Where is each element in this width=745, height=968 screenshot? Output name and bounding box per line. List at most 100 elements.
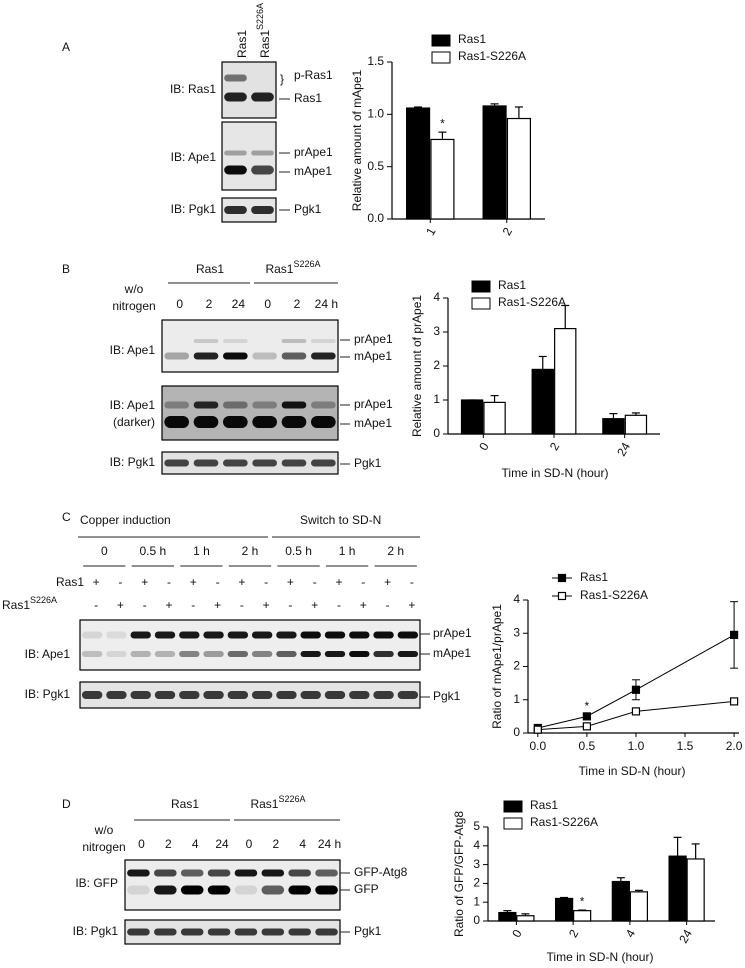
x-tick-label: 4 xyxy=(623,927,639,940)
y-tick-label: 0 xyxy=(473,913,480,927)
band xyxy=(261,885,285,895)
band xyxy=(251,92,274,102)
band xyxy=(300,651,321,657)
band-label: Pgk1 xyxy=(354,456,382,470)
band xyxy=(223,401,248,409)
row-label: Ras1 xyxy=(56,575,84,589)
band xyxy=(251,631,273,639)
band xyxy=(224,165,247,175)
y-tick-label: 0 xyxy=(433,426,440,440)
y-tick-label: 3 xyxy=(513,625,520,639)
y-tick-label: 2 xyxy=(473,876,480,890)
band xyxy=(81,691,103,699)
label-text: Ras1 xyxy=(2,598,30,612)
y-tick-label: 1.0 xyxy=(367,107,384,121)
band xyxy=(154,928,177,936)
label-superscript: S226A xyxy=(278,794,305,804)
lane-label: 0 xyxy=(176,297,183,311)
band xyxy=(251,150,274,156)
group-label: Ras1 xyxy=(171,797,199,811)
sign: + xyxy=(263,598,270,612)
time-label: 2 h xyxy=(387,544,404,558)
bar xyxy=(483,401,506,435)
label-text: Ras1 xyxy=(265,262,293,276)
band xyxy=(276,631,297,639)
error-bar xyxy=(560,896,569,899)
sign: - xyxy=(191,598,195,612)
lane-label: Ras1S226A xyxy=(255,3,272,58)
band xyxy=(227,691,249,699)
group-label: Ras1 xyxy=(196,262,224,276)
band xyxy=(281,352,307,360)
blot xyxy=(221,61,277,119)
x-tick-label: 2 xyxy=(500,225,516,238)
band xyxy=(288,928,311,936)
band xyxy=(261,928,285,936)
legend-label: Ras1 xyxy=(498,278,526,292)
error-bar xyxy=(521,913,530,916)
sign: - xyxy=(216,575,220,589)
label-text: Ras1 xyxy=(258,30,272,58)
label-superscript: S226A xyxy=(30,595,57,605)
blot-label: IB: GFP xyxy=(75,876,118,890)
bar xyxy=(531,368,554,435)
sign: + xyxy=(141,575,148,589)
marker xyxy=(557,573,567,583)
lane-label: Ras1 xyxy=(235,30,249,58)
band xyxy=(180,928,204,936)
band xyxy=(154,869,177,877)
band xyxy=(311,459,336,467)
time-label: 1 h xyxy=(193,544,210,558)
band xyxy=(349,651,370,657)
band xyxy=(203,691,224,699)
band-label: prApe1 xyxy=(433,626,472,640)
legend-swatch xyxy=(431,51,451,64)
band xyxy=(164,401,189,409)
significance: * xyxy=(440,116,445,130)
band xyxy=(106,651,127,657)
band xyxy=(315,869,338,877)
blot-label: IB: Ape1 xyxy=(110,398,156,412)
legend-label: Ras1-S226A xyxy=(458,49,526,63)
band xyxy=(397,651,419,657)
error-bar xyxy=(538,355,547,370)
lane-label: 0 xyxy=(138,837,145,851)
band xyxy=(193,401,219,409)
y-tick-label: 1 xyxy=(513,692,520,706)
label-text: Ras1 xyxy=(171,797,199,811)
x-tick-label: 0.0 xyxy=(529,739,546,753)
band-label: prApe1 xyxy=(354,397,393,411)
header-label: Switch to SD-N xyxy=(300,513,381,527)
band xyxy=(193,416,219,428)
band-label: prApe1 xyxy=(354,332,393,346)
x-tick-label: 24 xyxy=(614,440,633,459)
time-label: 0 xyxy=(101,544,108,558)
band xyxy=(281,339,307,343)
bar xyxy=(554,897,574,922)
band xyxy=(288,885,311,895)
band xyxy=(130,691,151,699)
band xyxy=(251,165,274,175)
bar xyxy=(506,117,531,220)
legend-label: Ras1 xyxy=(530,798,558,812)
bar xyxy=(482,105,507,220)
band xyxy=(373,691,394,699)
band xyxy=(130,631,151,639)
condition-label: w/o xyxy=(124,282,144,296)
band xyxy=(223,352,248,360)
legend-swatch xyxy=(503,800,523,813)
band-label: Pgk1 xyxy=(294,202,322,216)
brace: } xyxy=(280,72,284,86)
sign: + xyxy=(384,575,391,589)
band xyxy=(373,631,394,639)
marker xyxy=(729,697,739,706)
band xyxy=(251,691,273,699)
sign: - xyxy=(361,575,365,589)
band xyxy=(207,869,231,877)
lane-label: 24 h xyxy=(318,837,341,851)
band xyxy=(281,416,307,428)
x-tick-label: 0 xyxy=(509,927,525,940)
lane-label: 0 xyxy=(264,297,271,311)
lane-label: 2 xyxy=(206,297,213,311)
